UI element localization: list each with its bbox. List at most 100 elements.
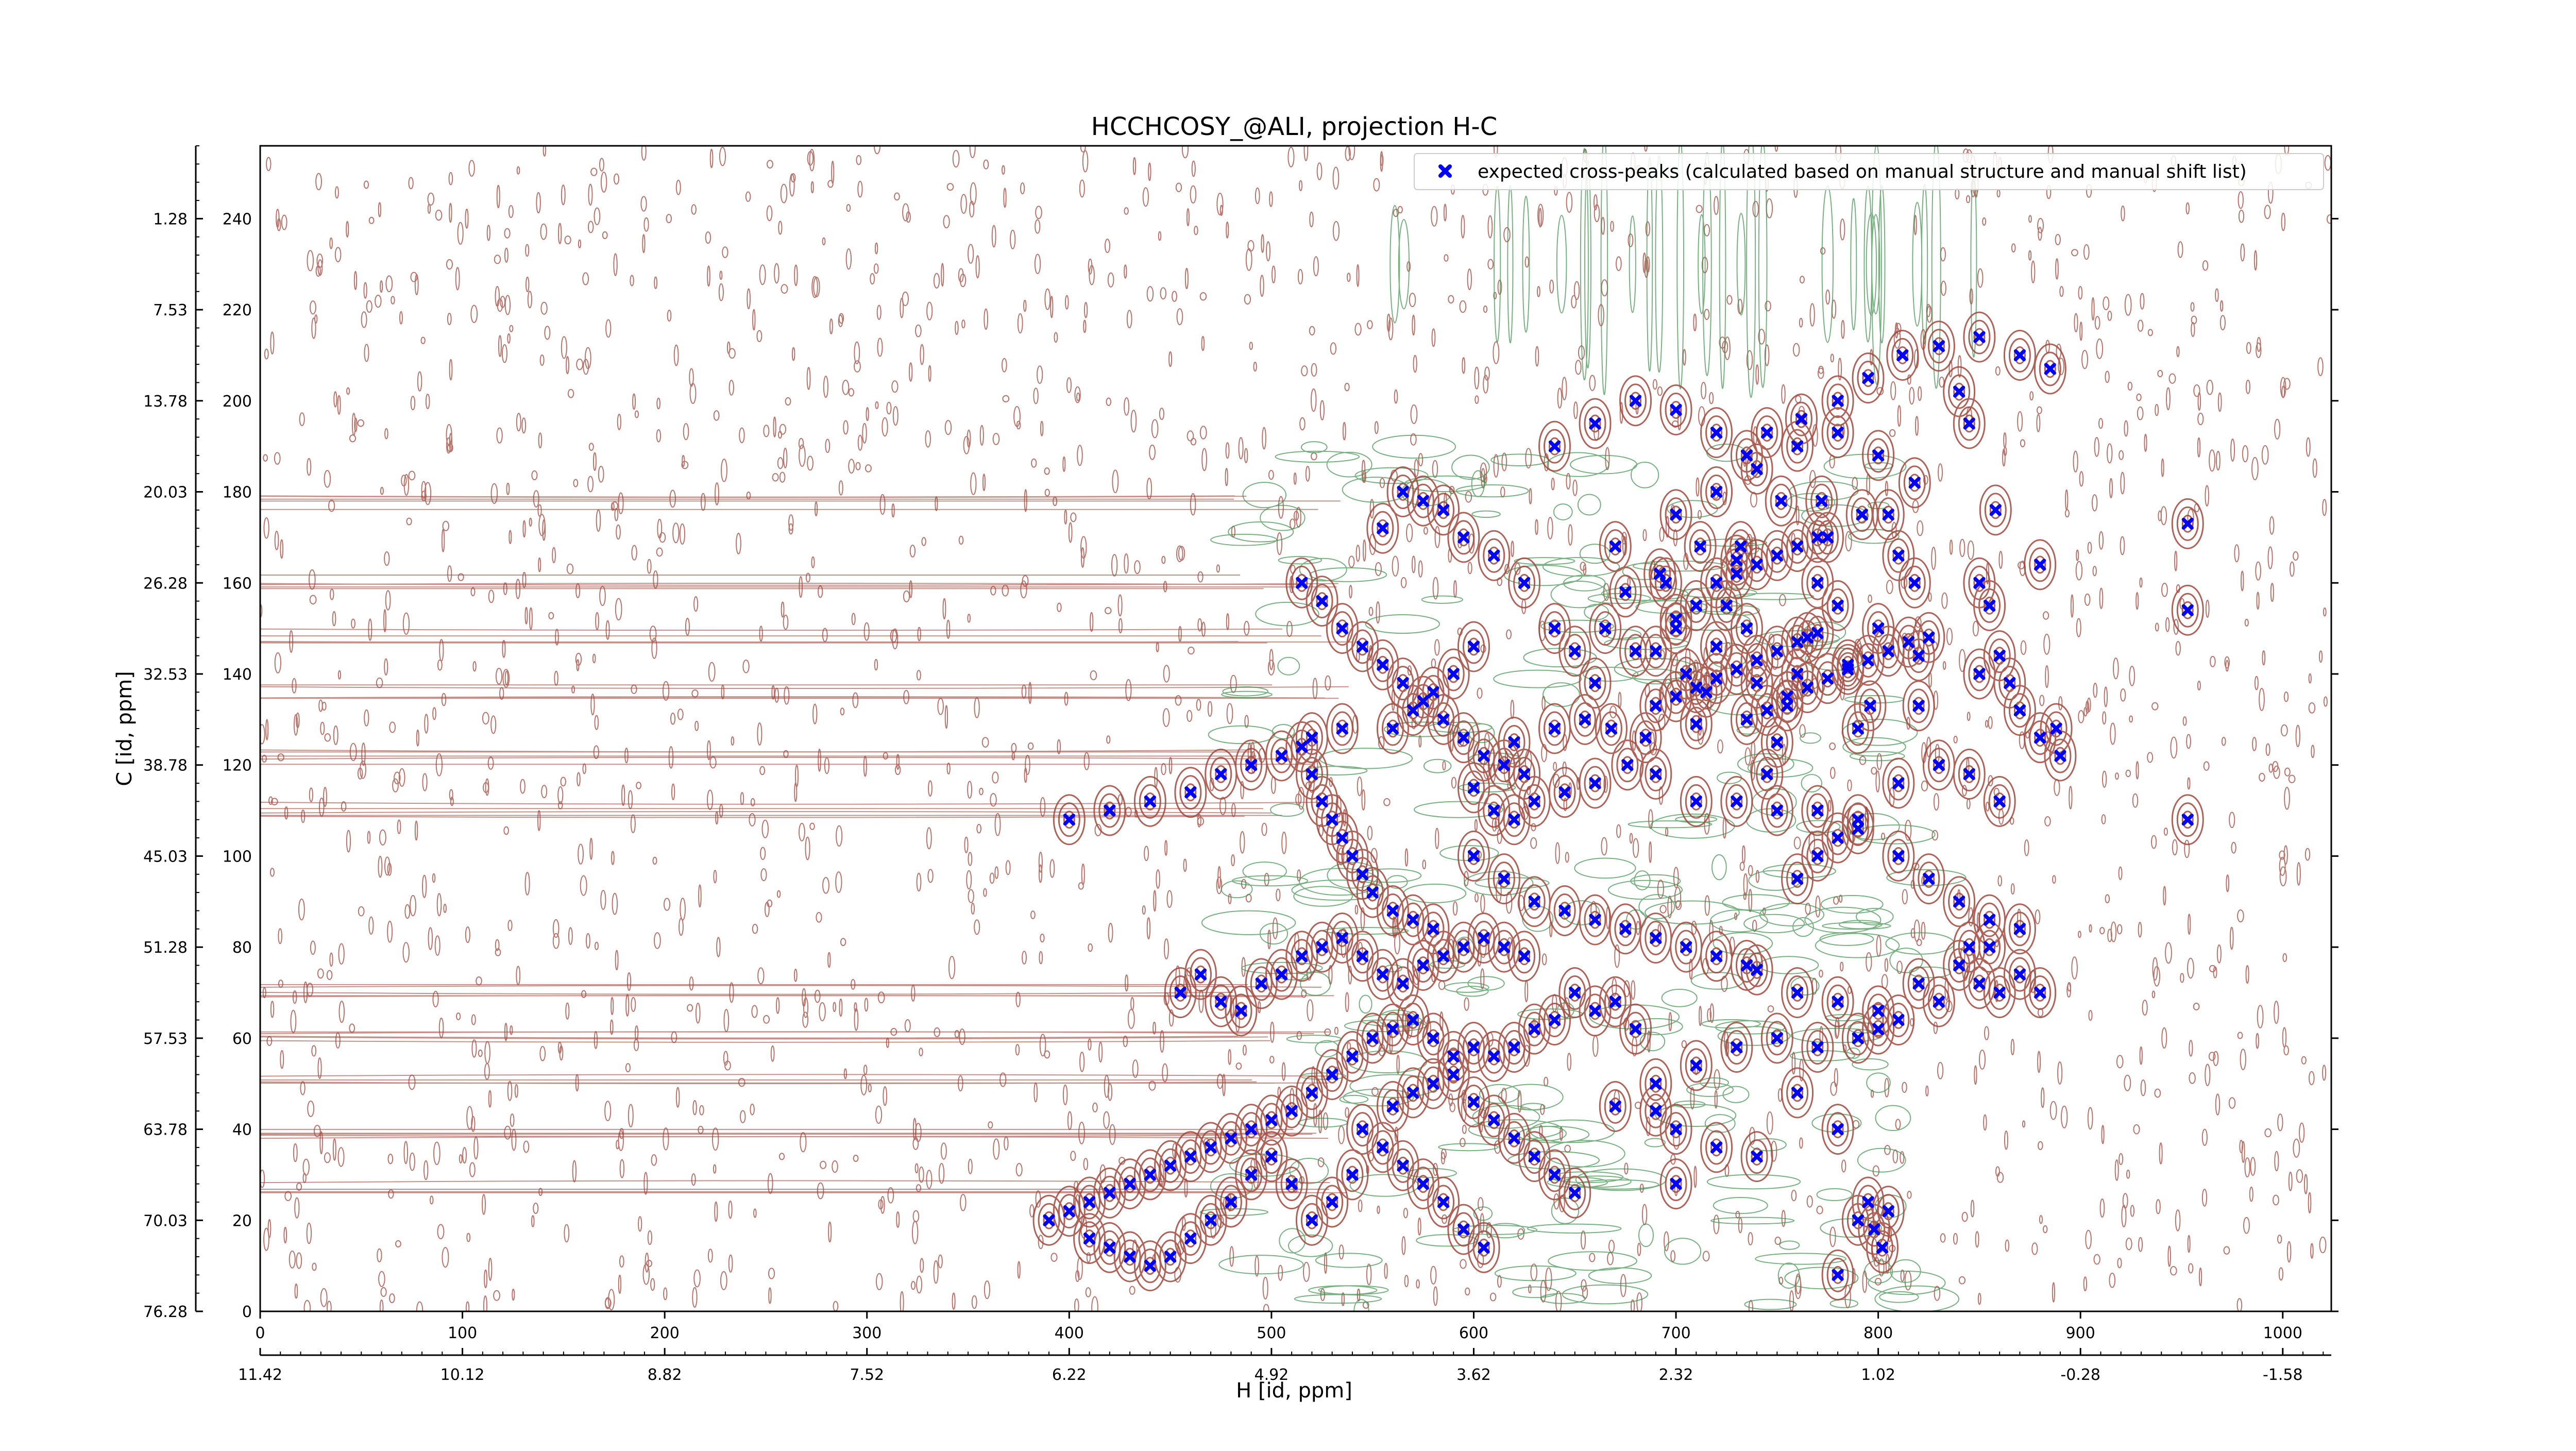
noise-contour xyxy=(911,1281,915,1289)
noise-contour xyxy=(488,757,494,769)
noise-contour xyxy=(489,1090,491,1107)
noise-contour xyxy=(1418,1218,1421,1235)
noise-contour xyxy=(2198,413,2203,425)
cross-peak-point xyxy=(1652,702,1660,710)
noise-contour xyxy=(2092,298,2094,320)
noise-contour xyxy=(777,891,780,898)
cross-peak-point xyxy=(1469,1043,1478,1052)
noise-contour xyxy=(636,782,641,789)
noise-contour xyxy=(275,653,281,673)
cross-peak-point xyxy=(1713,952,1721,960)
noise-contour xyxy=(2089,925,2091,932)
noise-contour xyxy=(1477,688,1482,698)
noise-contour xyxy=(1169,352,1172,367)
noise-contour xyxy=(1810,303,1814,326)
negative-contour xyxy=(1800,733,1821,743)
noise-contour xyxy=(1133,158,1136,175)
noise-contour xyxy=(1191,438,1196,445)
noise-contour xyxy=(1064,510,1066,524)
noise-contour xyxy=(2054,780,2059,796)
negative-contour xyxy=(1554,504,1572,520)
noise-contour xyxy=(1705,896,1709,915)
noise-contour xyxy=(1493,342,1499,363)
cross-peak-point xyxy=(1379,524,1387,532)
noise-contour xyxy=(307,459,311,476)
noise-contour xyxy=(1529,488,1531,504)
noise-contour xyxy=(2136,593,2138,609)
noise-contour xyxy=(769,1288,771,1303)
noise-contour xyxy=(692,690,698,697)
noise-contour xyxy=(710,149,713,167)
cross-peak-point xyxy=(1975,670,1984,678)
cross-peak-point xyxy=(1965,770,1973,778)
negative-contour xyxy=(1372,435,1455,458)
noise-contour xyxy=(1362,790,1365,810)
noise-contour xyxy=(1040,934,1044,942)
negative-contour xyxy=(1528,1224,1621,1233)
noise-contour xyxy=(647,1260,652,1267)
y-index-tick-label: 60 xyxy=(232,1030,252,1048)
noise-contour xyxy=(1967,196,1970,203)
noise-contour xyxy=(505,671,508,685)
noise-contour xyxy=(1460,1259,1466,1268)
streak-contour xyxy=(260,1041,1270,1042)
noise-contour xyxy=(1127,310,1132,328)
noise-contour xyxy=(1229,894,1231,904)
noise-contour xyxy=(2119,451,2123,460)
noise-contour xyxy=(1424,527,1428,534)
noise-contour xyxy=(869,1084,871,1092)
noise-contour xyxy=(562,336,567,358)
noise-contour xyxy=(1093,1103,1097,1112)
noise-contour xyxy=(2029,215,2031,222)
noise-contour xyxy=(443,521,449,531)
noise-contour xyxy=(1793,344,1800,357)
noise-contour xyxy=(1831,767,1835,778)
noise-contour xyxy=(2094,1255,2099,1264)
noise-contour xyxy=(2209,450,2215,471)
noise-contour xyxy=(2217,945,2221,963)
noise-contour xyxy=(892,629,897,649)
negative-contour xyxy=(1422,596,1463,603)
cross-peak-point xyxy=(1591,779,1599,787)
cross-peak-point xyxy=(2006,679,2014,687)
noise-contour xyxy=(1376,602,1379,623)
noise-contour xyxy=(1226,443,1229,458)
y-ppm-tick-label: 63.78 xyxy=(143,1121,188,1139)
noise-contour xyxy=(2058,1062,2062,1084)
noise-contour xyxy=(1918,387,1921,401)
noise-contour xyxy=(1699,1006,1701,1026)
noise-contour xyxy=(2103,297,2109,310)
noise-contour xyxy=(1997,1172,2003,1183)
y-ppm-tick-label: 13.78 xyxy=(143,393,188,411)
noise-contour xyxy=(2183,717,2187,726)
noise-contour xyxy=(424,1161,428,1180)
noise-contour xyxy=(700,1106,704,1115)
negative-contour xyxy=(1289,1235,1332,1257)
noise-contour xyxy=(2117,1258,2121,1268)
noise-contour xyxy=(2274,766,2279,779)
cross-peak-point xyxy=(1571,988,1579,997)
noise-contour xyxy=(588,184,592,206)
noise-contour xyxy=(1194,226,1198,234)
noise-contour xyxy=(666,214,671,223)
noise-contour xyxy=(1164,939,1168,959)
noise-contour xyxy=(504,827,509,835)
cross-peak-point xyxy=(1368,1034,1377,1042)
noise-contour xyxy=(1077,393,1079,401)
cross-peak-point xyxy=(1399,488,1407,496)
cross-peak-point xyxy=(1490,1052,1498,1060)
noise-contour xyxy=(1800,318,1803,327)
noise-contour xyxy=(1346,992,1349,1011)
noise-contour xyxy=(2100,1199,2105,1217)
noise-contour xyxy=(1552,478,1554,490)
streak-contour xyxy=(260,1135,1240,1137)
noise-contour xyxy=(1593,1036,1598,1056)
noise-contour xyxy=(1481,895,1484,913)
noise-contour xyxy=(2191,323,2194,336)
noise-contour xyxy=(664,898,670,910)
noise-contour xyxy=(2171,1267,2177,1275)
noise-contour xyxy=(1693,314,1696,330)
noise-contour xyxy=(1022,951,1026,964)
noise-contour xyxy=(579,240,581,248)
cross-peak-point xyxy=(1065,1207,1073,1216)
